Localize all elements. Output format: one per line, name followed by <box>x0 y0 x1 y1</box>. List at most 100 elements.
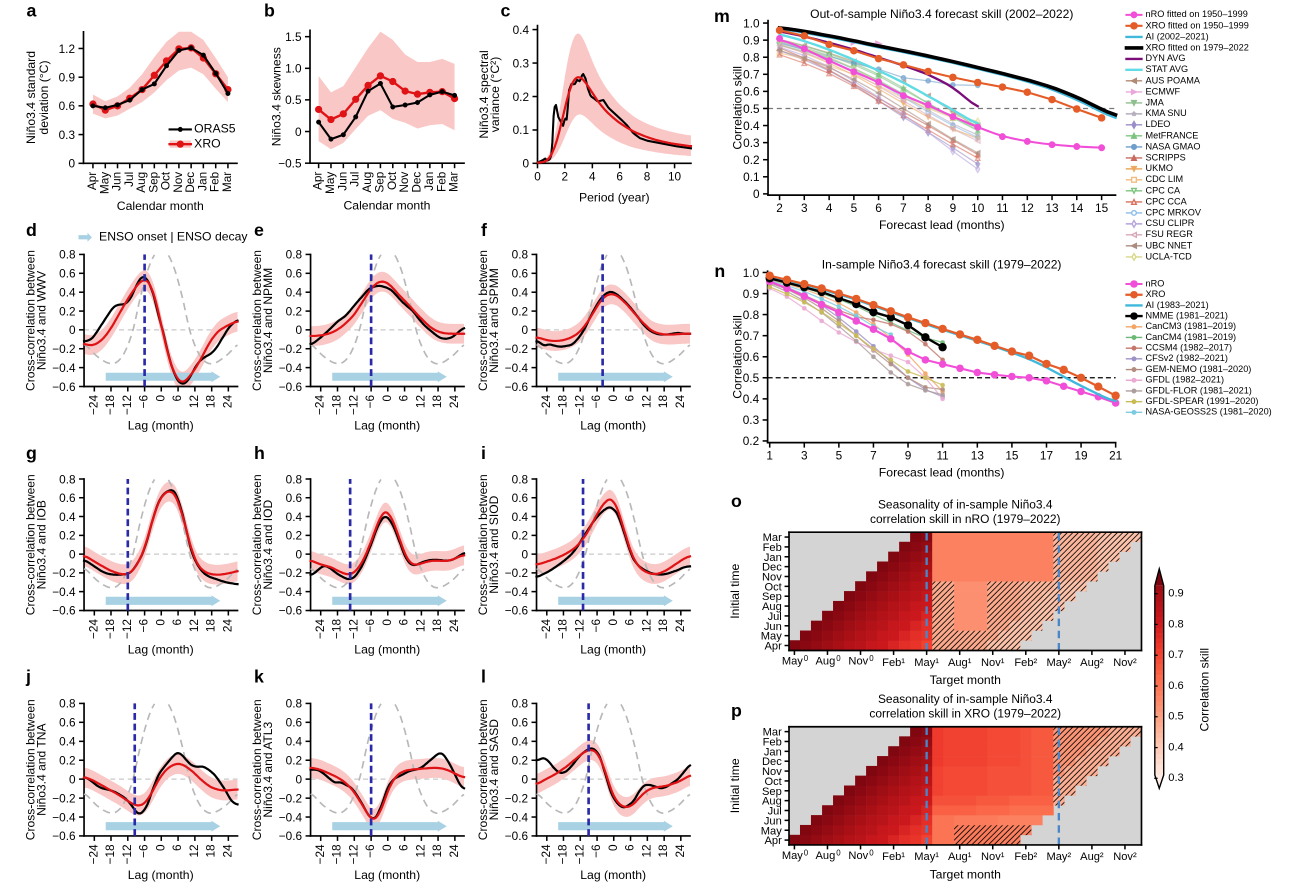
svg-text:UCLA-TCD: UCLA-TCD <box>1146 251 1193 261</box>
svg-text:9: 9 <box>950 201 957 215</box>
svg-text:−12: −12 <box>572 395 586 415</box>
svg-text:f: f <box>481 220 487 240</box>
svg-text:Apr: Apr <box>764 835 782 847</box>
svg-text:0.4: 0.4 <box>286 510 303 524</box>
svg-text:Nov: Nov <box>848 656 868 668</box>
svg-text:Nov¹: Nov¹ <box>981 851 1005 863</box>
svg-text:−0.6: −0.6 <box>52 829 76 843</box>
svg-text:Cross-correlation between: Cross-correlation between <box>250 474 264 615</box>
svg-text:0.8: 0.8 <box>1168 618 1183 630</box>
svg-text:Calendar month: Calendar month <box>117 199 204 213</box>
svg-text:0: 0 <box>69 323 76 337</box>
svg-text:24: 24 <box>447 844 461 858</box>
svg-text:0.6: 0.6 <box>743 350 760 364</box>
svg-text:Sep: Sep <box>762 786 782 798</box>
svg-text:Cross-correlation between: Cross-correlation between <box>476 474 490 615</box>
svg-text:0: 0 <box>295 125 302 139</box>
svg-text:0: 0 <box>69 547 76 561</box>
svg-text:12: 12 <box>413 395 427 408</box>
svg-text:Feb¹: Feb¹ <box>882 851 905 863</box>
svg-text:0: 0 <box>380 844 394 851</box>
svg-text:Aug: Aug <box>360 172 374 193</box>
svg-text:Initial time: Initial time <box>728 758 742 813</box>
svg-text:Lag (month): Lag (month) <box>354 642 420 656</box>
svg-text:CFSv2 (1982–2021): CFSv2 (1982–2021) <box>1146 353 1228 363</box>
svg-text:XRO: XRO <box>1146 289 1166 299</box>
svg-text:24: 24 <box>673 395 687 409</box>
svg-text:May: May <box>761 631 782 643</box>
svg-text:0: 0 <box>380 619 394 626</box>
svg-text:nRO: nRO <box>1146 278 1165 288</box>
svg-text:0: 0 <box>521 547 528 561</box>
svg-text:0.6: 0.6 <box>59 716 76 730</box>
svg-text:AI (1983–2021): AI (1983–2021) <box>1146 300 1209 310</box>
svg-text:−12: −12 <box>120 395 134 415</box>
svg-text:correlation skill in XRO (1979: correlation skill in XRO (1979–2022) <box>869 707 1061 721</box>
svg-text:−12: −12 <box>346 619 360 639</box>
svg-text:KMA SNU: KMA SNU <box>1146 108 1187 118</box>
svg-text:12: 12 <box>413 619 427 632</box>
svg-text:−0.6: −0.6 <box>52 380 76 394</box>
svg-text:0.8: 0.8 <box>743 51 760 65</box>
svg-text:CSU CLIPR: CSU CLIPR <box>1146 218 1195 228</box>
svg-text:0.6: 0.6 <box>512 716 529 730</box>
svg-text:Mar: Mar <box>447 172 461 192</box>
svg-text:18: 18 <box>430 395 444 409</box>
svg-text:i: i <box>481 443 486 463</box>
svg-text:−18: −18 <box>330 619 344 639</box>
svg-text:Dec: Dec <box>762 562 782 574</box>
svg-text:0.2: 0.2 <box>743 434 759 448</box>
svg-text:0.3: 0.3 <box>743 413 760 427</box>
svg-text:6: 6 <box>623 395 637 402</box>
svg-text:Lag (month): Lag (month) <box>580 868 646 882</box>
svg-text:7: 7 <box>870 449 877 463</box>
svg-text:Aug¹: Aug¹ <box>948 851 972 863</box>
svg-text:Niño3.4 and SIOD: Niño3.4 and SIOD <box>487 495 501 593</box>
svg-text:0: 0 <box>296 323 303 337</box>
svg-text:Lag (month): Lag (month) <box>354 868 420 882</box>
svg-text:12: 12 <box>187 619 201 632</box>
svg-text:0.6: 0.6 <box>512 491 529 505</box>
svg-text:0: 0 <box>521 772 528 786</box>
svg-text:−0.6: −0.6 <box>505 380 529 394</box>
svg-text:Mar: Mar <box>763 532 782 544</box>
svg-text:18: 18 <box>656 844 670 858</box>
svg-text:−0.2: −0.2 <box>279 566 302 580</box>
svg-text:−0.4: −0.4 <box>52 361 76 375</box>
svg-text:Out-of-sample Niño3.4 forecast: Out-of-sample Niño3.4 forecast skill (20… <box>810 7 1073 21</box>
svg-text:Sep: Sep <box>762 591 782 603</box>
svg-text:Initial time: Initial time <box>728 564 742 619</box>
svg-text:12: 12 <box>1021 201 1034 215</box>
svg-text:CPC CA: CPC CA <box>1146 185 1181 195</box>
svg-text:0.2: 0.2 <box>513 90 529 104</box>
svg-text:0.4: 0.4 <box>512 286 529 300</box>
svg-text:1.0: 1.0 <box>743 16 760 30</box>
svg-text:0.7: 0.7 <box>1168 649 1183 661</box>
svg-text:1.0: 1.0 <box>285 61 302 75</box>
svg-text:Sep: Sep <box>146 171 160 192</box>
svg-text:Nov: Nov <box>397 172 411 193</box>
svg-text:Niño3.4 and NPMM: Niño3.4 and NPMM <box>261 268 275 373</box>
svg-text:Dec: Dec <box>183 172 197 193</box>
svg-text:Jul: Jul <box>122 172 136 187</box>
svg-text:18: 18 <box>656 619 670 633</box>
svg-text:6: 6 <box>397 619 411 626</box>
svg-text:Nov: Nov <box>762 572 782 584</box>
svg-text:0.4: 0.4 <box>513 23 530 37</box>
svg-text:0.8: 0.8 <box>512 472 529 486</box>
svg-text:0.8: 0.8 <box>286 697 303 711</box>
svg-text:24: 24 <box>447 619 461 633</box>
svg-text:0: 0 <box>153 395 167 402</box>
svg-text:Nov: Nov <box>848 850 868 862</box>
svg-text:−6: −6 <box>363 395 377 409</box>
svg-text:0.5: 0.5 <box>743 102 760 116</box>
svg-text:ORAS5: ORAS5 <box>194 122 236 136</box>
svg-text:−6: −6 <box>137 395 151 409</box>
svg-text:Nov²: Nov² <box>1113 657 1137 669</box>
svg-text:10: 10 <box>668 169 682 183</box>
svg-text:Jan: Jan <box>764 746 782 758</box>
svg-text:0.4: 0.4 <box>512 735 529 749</box>
svg-text:8: 8 <box>925 201 932 215</box>
svg-text:0.9: 0.9 <box>59 70 75 84</box>
svg-text:0.8: 0.8 <box>743 308 760 322</box>
